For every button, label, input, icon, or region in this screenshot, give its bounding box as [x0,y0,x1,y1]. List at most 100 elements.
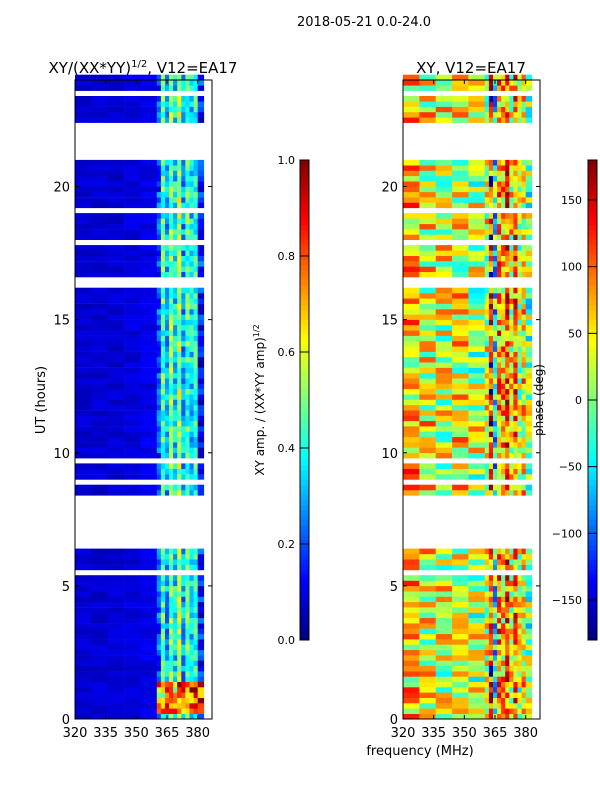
heatmap-cell [160,101,166,107]
heatmap-cell [509,234,514,240]
heatmap-cell [488,692,494,698]
heatmap-cell [169,703,174,709]
heatmap-cell [521,234,526,240]
heatmap-cell [173,229,178,235]
heatmap-cell [452,484,469,491]
heatmap-cell [91,420,109,427]
heatmap-cell [165,447,170,453]
heatmap-cell [165,633,170,640]
heatmap-cell [484,628,490,635]
heatmap-cell [160,447,166,453]
heatmap-cell [177,410,182,416]
heatmap-cell [160,612,166,619]
heatmap-cell [185,266,190,272]
heatmap-cell [156,372,162,379]
colorbar-segment [300,615,309,621]
heatmap-cell [169,580,174,587]
heatmap-cell [160,426,166,432]
heatmap-cell [521,170,526,177]
colorbar-segment [588,250,597,256]
heatmap-cell [501,665,506,672]
heatmap-cell [107,378,125,384]
heatmap-cell [140,325,158,331]
heatmap-cell [521,703,526,709]
heatmap-cell [160,431,166,438]
heatmap-cell [177,388,182,395]
heatmap-cell [75,229,92,235]
heatmap-cell [452,431,469,438]
heatmap-cell [189,186,194,193]
heatmap-cell [403,271,420,278]
heatmap-cell [160,197,166,203]
colorbar-segment [588,220,597,226]
heatmap-cell [169,484,174,491]
heatmap-cell [193,591,198,597]
heatmap-cell [525,553,533,560]
heatmap-cell [197,404,205,411]
heatmap-cell [160,484,166,491]
heatmap-cell [189,420,194,427]
heatmap-cell [521,474,526,480]
heatmap-cell [156,186,162,193]
heatmap-cell [403,218,420,225]
heatmap-cell [525,372,533,379]
heatmap-cell [197,346,205,352]
heatmap-cell [124,340,141,347]
heatmap-cell [484,436,490,443]
heatmap-cell [517,96,522,102]
heatmap-cell [403,426,420,432]
heatmap-cell [484,191,490,198]
heatmap-cell [107,415,125,422]
heatmap-cell [107,426,125,432]
heatmap-cell [75,106,92,113]
heatmap-cell [181,564,186,571]
heatmap-cell [124,213,141,219]
heatmap-cell [107,218,125,225]
heatmap-cell [140,197,158,203]
heatmap-cell [452,378,469,384]
heatmap-cell [107,356,125,363]
heatmap-cell [468,553,486,560]
heatmap-cell [513,474,518,480]
heatmap-cell [185,708,190,714]
heatmap-cell [160,181,166,187]
heatmap-cell [107,617,125,624]
heatmap-cell [493,596,498,603]
heatmap-cell [156,202,162,209]
heatmap-cell [177,293,182,299]
heatmap-cell [197,490,205,496]
heatmap-cell [173,85,178,91]
heatmap-cell [181,468,186,475]
heatmap-cell [124,74,141,81]
heatmap-cell [140,399,158,406]
heatmap-cell [160,245,166,251]
heatmap-cell [189,271,194,278]
heatmap-cell [160,628,166,635]
heatmap-cell [91,564,109,571]
heatmap-cell [75,676,92,682]
heatmap-cell [173,426,178,432]
heatmap-cell [521,431,526,438]
heatmap-cell [177,250,182,256]
heatmap-cell [156,80,162,86]
heatmap-cell [525,399,533,406]
heatmap-cell [505,340,510,347]
heatmap-cell [75,660,92,666]
heatmap-cell [189,101,194,107]
heatmap-cell [509,474,514,480]
heatmap-cell [488,596,494,603]
heatmap-cell [452,612,469,619]
heatmap-cell [107,351,125,358]
heatmap-cell [177,175,182,182]
heatmap-cell [513,415,518,422]
heatmap-cell [403,175,420,182]
heatmap-cell [484,250,490,256]
heatmap-cell [452,559,469,565]
heatmap-cell [468,410,486,416]
heatmap-cell [509,181,514,187]
heatmap-cell [435,671,453,677]
heatmap-cell [107,436,125,443]
heatmap-cell [488,575,494,581]
heatmap-cell [513,591,518,597]
heatmap-cell [468,452,486,459]
